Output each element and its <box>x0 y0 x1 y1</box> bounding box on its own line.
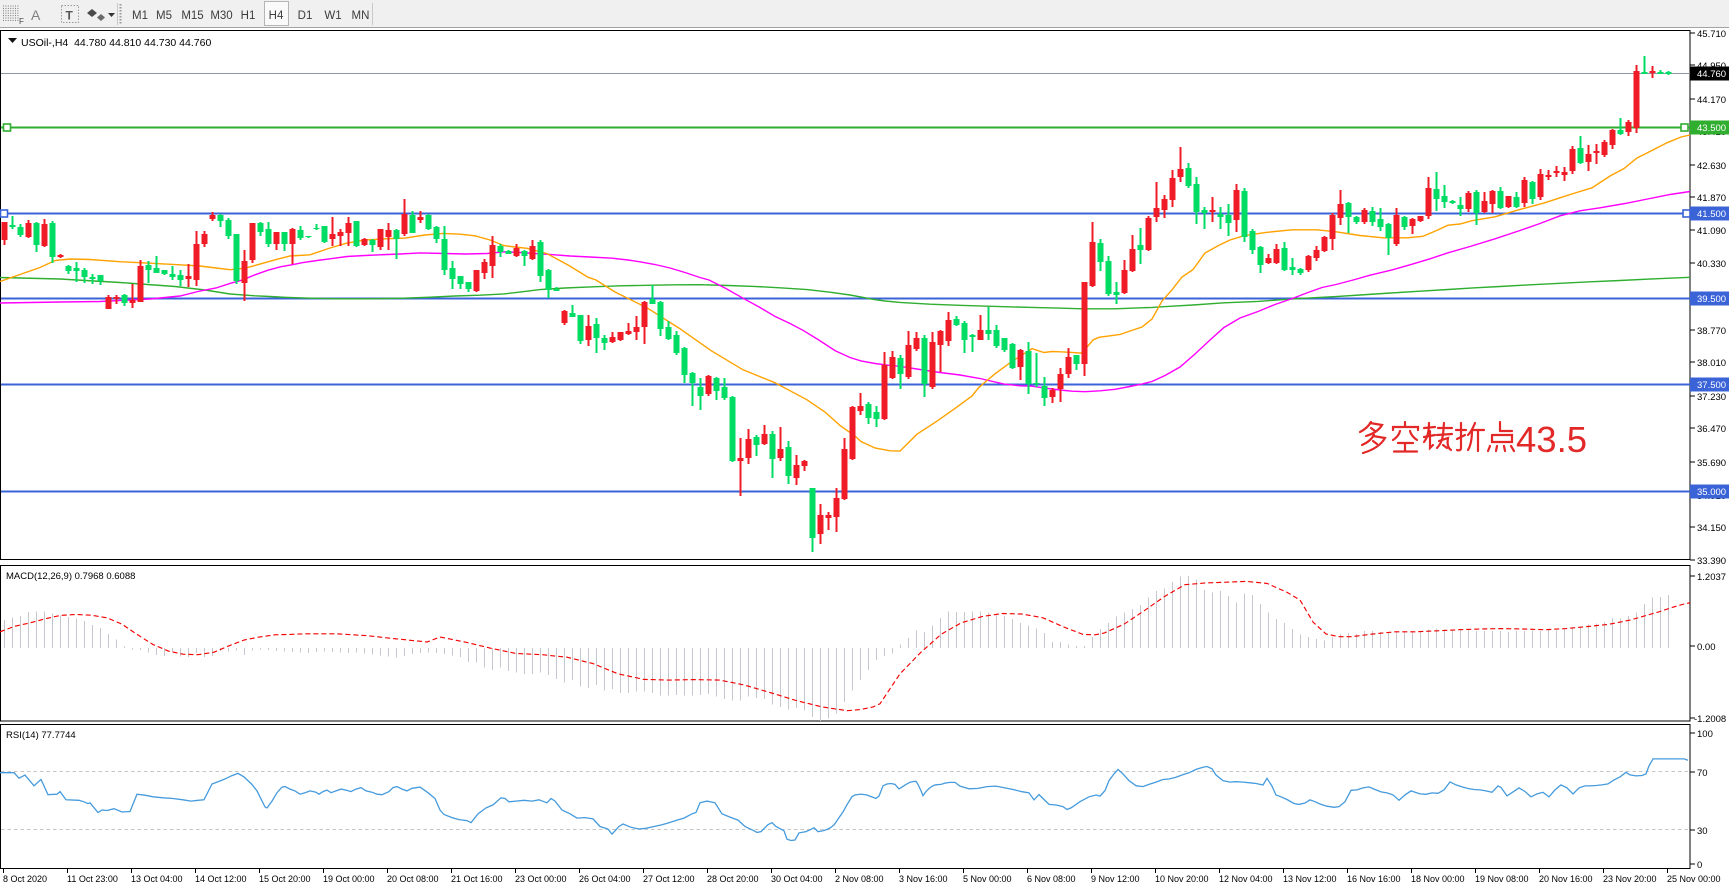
svg-text:33.390: 33.390 <box>1697 556 1726 567</box>
svg-text:100: 100 <box>1697 729 1713 740</box>
svg-text:23 Oct 00:00: 23 Oct 00:00 <box>515 874 567 884</box>
svg-text:T: T <box>66 9 74 23</box>
svg-text:44.760: 44.760 <box>1697 69 1726 80</box>
svg-text:41.090: 41.090 <box>1697 226 1726 237</box>
svg-text:38.010: 38.010 <box>1697 358 1726 369</box>
svg-text:44.170: 44.170 <box>1697 95 1726 106</box>
svg-text:39.500: 39.500 <box>1697 294 1726 305</box>
svg-text:30: 30 <box>1697 826 1708 837</box>
svg-text:25 Nov 00:00: 25 Nov 00:00 <box>1667 874 1721 884</box>
svg-text:8 Oct 2020: 8 Oct 2020 <box>3 874 47 884</box>
svg-text:13 Nov 12:00: 13 Nov 12:00 <box>1283 874 1337 884</box>
svg-text:5 Nov 00:00: 5 Nov 00:00 <box>963 874 1012 884</box>
svg-text:10 Nov 20:00: 10 Nov 20:00 <box>1155 874 1209 884</box>
svg-text:36.470: 36.470 <box>1697 424 1726 435</box>
svg-text:3 Nov 16:00: 3 Nov 16:00 <box>899 874 948 884</box>
svg-text:M15: M15 <box>181 10 203 22</box>
svg-text:-1.2008: -1.2008 <box>1694 714 1726 725</box>
svg-text:19 Oct 00:00: 19 Oct 00:00 <box>323 874 375 884</box>
svg-text:H1: H1 <box>241 10 256 22</box>
svg-text:40.330: 40.330 <box>1697 259 1726 270</box>
svg-text:0.00: 0.00 <box>1697 642 1716 653</box>
svg-text:16 Nov 16:00: 16 Nov 16:00 <box>1347 874 1401 884</box>
svg-text:RSI(14) 77.7744: RSI(14) 77.7744 <box>6 730 76 741</box>
svg-text:MN: MN <box>352 10 370 22</box>
svg-text:41.870: 41.870 <box>1697 193 1726 204</box>
svg-text:35.690: 35.690 <box>1697 458 1726 469</box>
svg-text:M5: M5 <box>156 10 172 22</box>
svg-text:14 Oct 12:00: 14 Oct 12:00 <box>195 874 247 884</box>
svg-text:12 Nov 04:00: 12 Nov 04:00 <box>1219 874 1273 884</box>
svg-text:M1: M1 <box>132 10 148 22</box>
svg-text:45.710: 45.710 <box>1697 29 1726 40</box>
svg-text:13 Oct 04:00: 13 Oct 04:00 <box>131 874 183 884</box>
svg-text:18 Nov 00:00: 18 Nov 00:00 <box>1411 874 1465 884</box>
svg-text:26 Oct 04:00: 26 Oct 04:00 <box>579 874 631 884</box>
svg-text:D1: D1 <box>298 10 313 22</box>
svg-text:11 Oct 23:00: 11 Oct 23:00 <box>67 874 118 884</box>
svg-text:20 Oct 08:00: 20 Oct 08:00 <box>387 874 439 884</box>
svg-text:2 Nov 08:00: 2 Nov 08:00 <box>835 874 884 884</box>
svg-text:19 Nov 08:00: 19 Nov 08:00 <box>1475 874 1529 884</box>
svg-text:15 Oct 20:00: 15 Oct 20:00 <box>259 874 311 884</box>
svg-text:0: 0 <box>1697 860 1702 871</box>
svg-text:38.770: 38.770 <box>1697 326 1726 337</box>
svg-text:21 Oct 16:00: 21 Oct 16:00 <box>451 874 503 884</box>
svg-text:W1: W1 <box>324 10 341 22</box>
svg-text:30 Oct 04:00: 30 Oct 04:00 <box>771 874 823 884</box>
svg-text:28 Oct 20:00: 28 Oct 20:00 <box>707 874 759 884</box>
svg-text:37.230: 37.230 <box>1697 392 1726 403</box>
svg-text:35.000: 35.000 <box>1697 487 1726 498</box>
svg-text:USOil-,H4 44.780 44.810 44.73: USOil-,H4 44.780 44.810 44.730 44.760 <box>21 37 211 49</box>
svg-text:A: A <box>31 7 41 23</box>
svg-text:H4: H4 <box>269 10 284 22</box>
svg-text:37.500: 37.500 <box>1697 380 1726 391</box>
svg-text:F: F <box>19 17 24 26</box>
svg-text:M30: M30 <box>210 10 232 22</box>
svg-text:42.630: 42.630 <box>1697 161 1726 172</box>
svg-text:41.500: 41.500 <box>1697 209 1726 220</box>
svg-text:23 Nov 20:00: 23 Nov 20:00 <box>1603 874 1657 884</box>
svg-text:9 Nov 12:00: 9 Nov 12:00 <box>1091 874 1140 884</box>
svg-text:43.500: 43.500 <box>1697 123 1726 134</box>
svg-text:70: 70 <box>1697 768 1708 779</box>
svg-text:1.2037: 1.2037 <box>1697 572 1726 583</box>
svg-text:27 Oct 12:00: 27 Oct 12:00 <box>643 874 695 884</box>
svg-text:MACD(12,26,9) 0.7968 0.6088: MACD(12,26,9) 0.7968 0.6088 <box>6 571 135 582</box>
svg-text:43.5: 43.5 <box>1516 419 1587 460</box>
svg-text:20 Nov 16:00: 20 Nov 16:00 <box>1539 874 1593 884</box>
svg-text:34.150: 34.150 <box>1697 523 1726 534</box>
svg-text:6 Nov 08:00: 6 Nov 08:00 <box>1027 874 1076 884</box>
